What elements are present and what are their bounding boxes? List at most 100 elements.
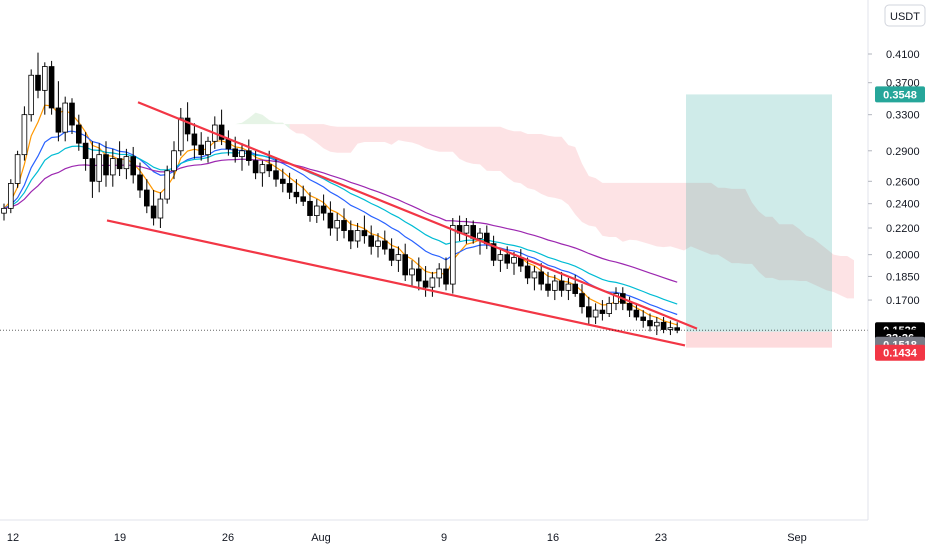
ma-line-ema-long (3, 158, 678, 283)
candle (341, 208, 347, 239)
candle (205, 136, 211, 163)
candle (511, 251, 517, 275)
moving-averages (3, 104, 678, 326)
y-tick-label: 0.1850 (886, 271, 920, 283)
candle (28, 69, 34, 122)
candle (157, 192, 164, 228)
candle (245, 139, 252, 166)
candle (150, 190, 157, 226)
candle (198, 132, 205, 161)
candle (273, 158, 279, 187)
candle (334, 213, 340, 241)
candle (415, 257, 422, 291)
candle (327, 201, 334, 236)
x-tick-label: 9 (441, 532, 447, 544)
y-tick-label: 0.2400 (886, 199, 920, 211)
candle (14, 150, 21, 188)
candle (35, 52, 41, 99)
candle (76, 114, 82, 151)
candle (463, 218, 470, 244)
candle (96, 143, 103, 193)
price-tag-label: 0.3548 (883, 89, 917, 101)
currency-button[interactable]: USDT (884, 4, 926, 27)
candle (368, 225, 374, 255)
candle (674, 322, 680, 334)
y-tick-label: 0.1700 (886, 295, 920, 307)
candle (524, 257, 531, 285)
candles (1, 52, 680, 336)
candle (286, 172, 293, 200)
candle (558, 271, 565, 297)
candle (279, 168, 286, 193)
candle (361, 215, 368, 244)
candle (110, 148, 116, 187)
position-profit-zone (686, 94, 832, 332)
ma-line-ema-mid (3, 130, 678, 316)
candle (443, 257, 449, 291)
candle (48, 60, 55, 115)
candle (116, 141, 123, 176)
candle (130, 146, 137, 184)
candle (436, 263, 442, 288)
candle (123, 148, 130, 180)
ichimoku-cloud (180, 112, 855, 299)
x-tick-label: 23 (655, 532, 667, 544)
candle (300, 185, 306, 207)
candle (191, 123, 198, 159)
position-loss-zone (686, 331, 832, 348)
candle (252, 150, 259, 180)
candle (137, 162, 143, 198)
price-tag: 0.3548 (875, 86, 925, 103)
candle (375, 233, 381, 258)
candle (633, 303, 640, 321)
y-tick-label: 0.4100 (886, 49, 920, 61)
x-tick-label: Aug (311, 532, 331, 544)
price-axis: 0.41000.37000.33000.29000.26000.24000.22… (867, 0, 932, 550)
y-tick-label: 0.3300 (886, 110, 920, 122)
time-axis: 12 19 26 Aug 9 16 23 Sep (0, 519, 868, 544)
candle (320, 194, 327, 221)
candle (307, 192, 313, 222)
candle (667, 320, 674, 336)
candle (545, 271, 551, 297)
x-tick-label: 16 (547, 532, 559, 544)
candle (103, 141, 109, 187)
x-tick-label: Sep (787, 532, 807, 544)
candle (89, 141, 96, 198)
candle (293, 179, 300, 204)
candle (1, 203, 7, 221)
price-tag-label: 0.1434 (883, 348, 918, 360)
candle (586, 296, 592, 325)
candle (69, 98, 75, 134)
y-tick-label: 0.2000 (886, 250, 920, 262)
candle (606, 296, 612, 318)
candle (259, 160, 266, 187)
candle (171, 141, 177, 180)
x-tick-label: 19 (114, 532, 126, 544)
candle (647, 313, 653, 332)
candle (599, 300, 606, 321)
candle (490, 235, 497, 267)
cloud-segment (289, 124, 855, 299)
candle (164, 165, 171, 204)
ma-line-ema-slow (3, 145, 678, 305)
candle (552, 274, 558, 301)
candle (347, 220, 354, 250)
candle (531, 266, 538, 291)
candle (218, 109, 225, 146)
candle (592, 303, 599, 325)
candle (640, 310, 646, 328)
candle (177, 107, 184, 156)
candle (354, 222, 361, 248)
candle (42, 62, 48, 115)
candle (381, 230, 388, 255)
ma-line-ema-fast (3, 104, 678, 326)
candle (55, 81, 62, 142)
candle (409, 260, 415, 288)
candle (239, 143, 245, 171)
candle (388, 238, 395, 267)
candle (313, 199, 320, 223)
